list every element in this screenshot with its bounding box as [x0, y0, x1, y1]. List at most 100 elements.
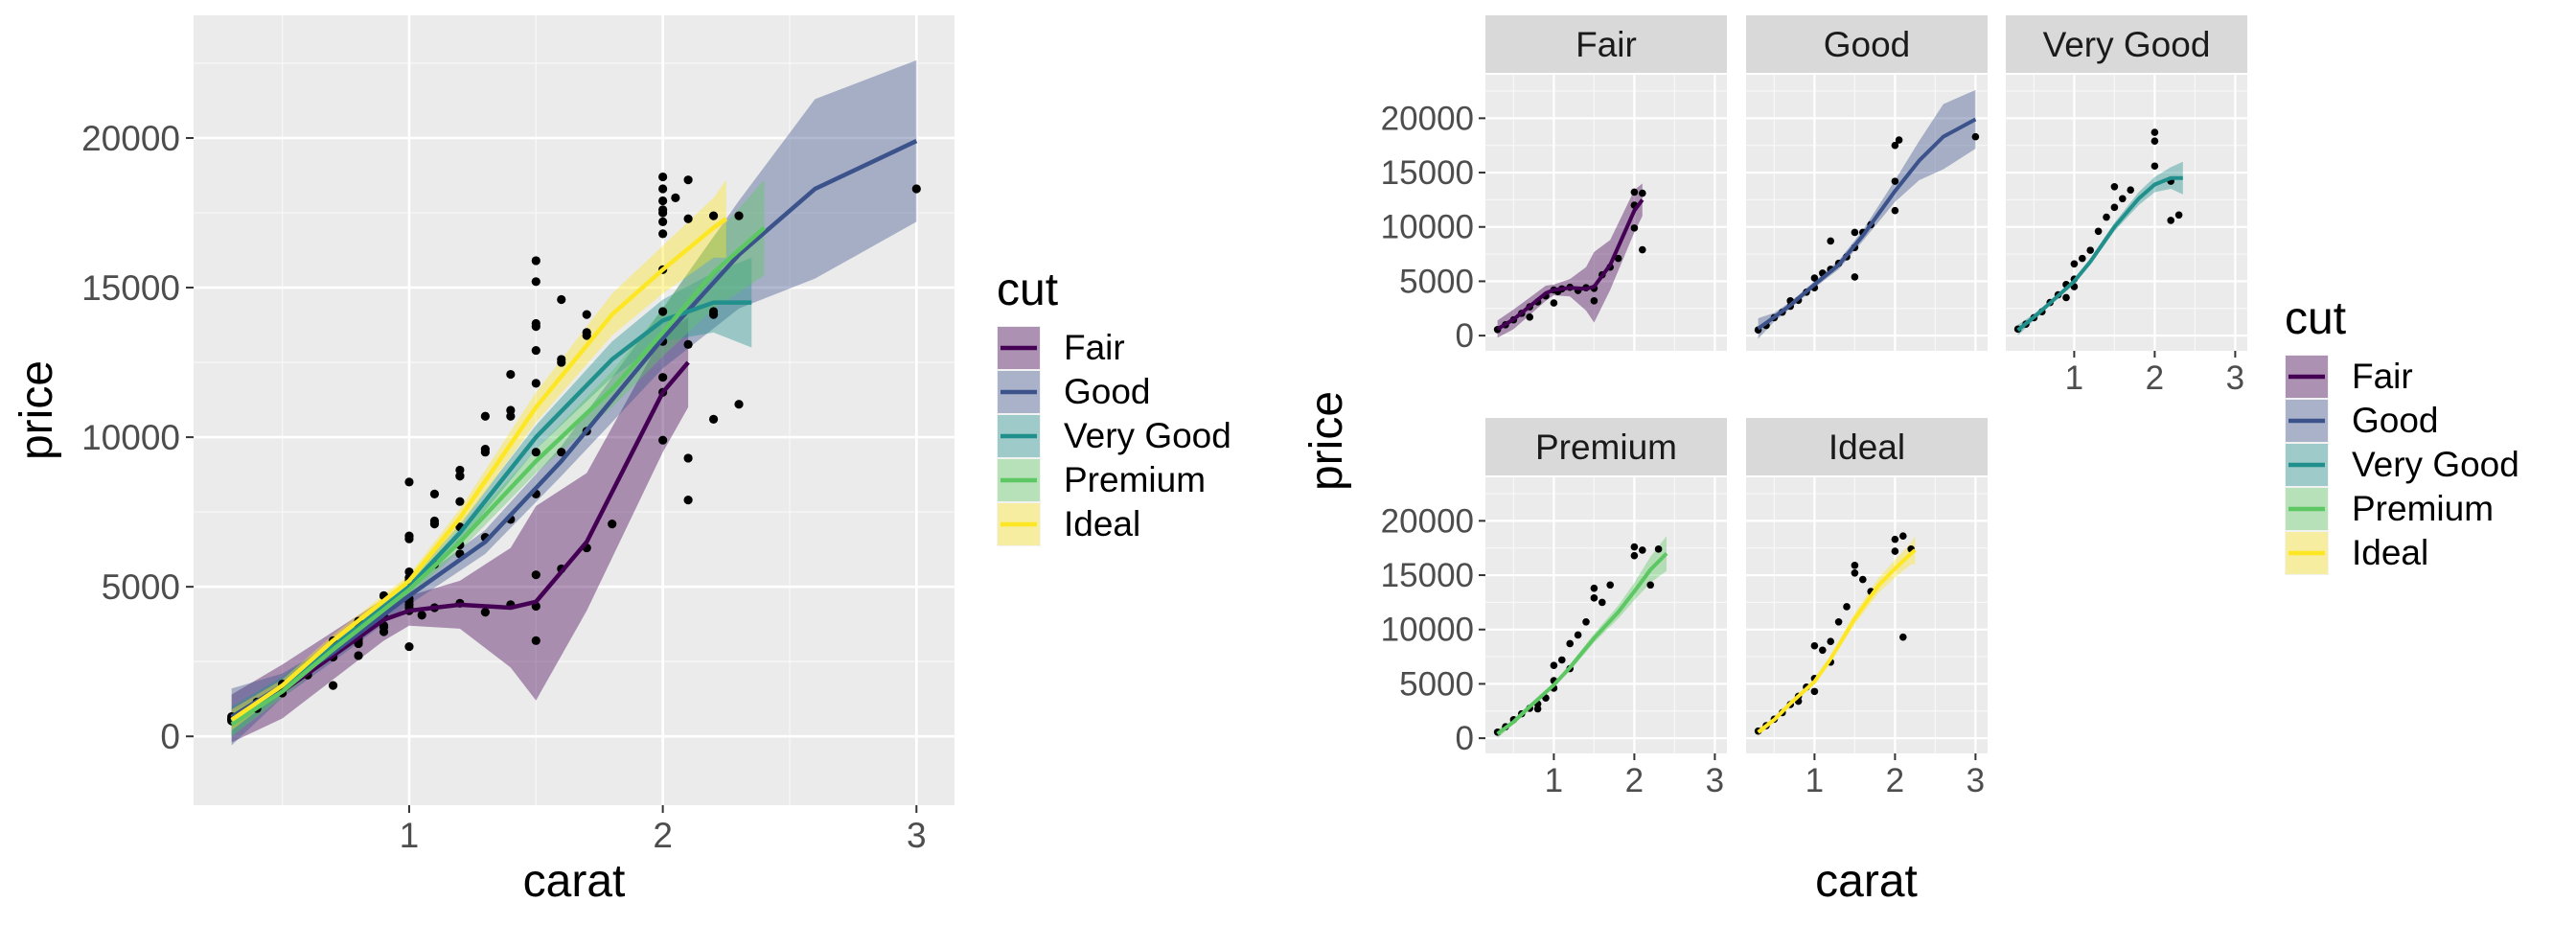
legend-label: Very Good — [2352, 445, 2519, 484]
data-point — [480, 608, 490, 617]
facet-panel-fair: Fair — [1485, 15, 1727, 351]
legend-label: Fair — [1064, 328, 1125, 367]
x-tick-label: 2 — [1625, 762, 1644, 799]
y-tick-label: 10000 — [1381, 209, 1474, 246]
data-point — [1550, 661, 1558, 669]
smooth-line — [1496, 198, 1644, 332]
data-point — [1639, 189, 1646, 197]
data-point — [658, 205, 668, 215]
smooth-line-fair — [230, 360, 690, 721]
data-point — [531, 318, 540, 329]
facet-strip-label: Fair — [1576, 25, 1637, 64]
smooth-line-ideal — [230, 217, 728, 722]
smooth-line — [1496, 551, 1668, 736]
data-point — [455, 465, 465, 475]
data-point — [557, 294, 566, 305]
x-tick-label: 1 — [2065, 359, 2083, 397]
y-tick-label: 5000 — [1399, 665, 1474, 703]
data-point — [1891, 177, 1899, 185]
facet-strip — [1485, 418, 1727, 475]
x-axis-title: carat — [523, 856, 626, 907]
data-point — [455, 497, 465, 506]
data-point — [1891, 206, 1899, 215]
data-point — [1895, 136, 1903, 144]
facet-strip — [1746, 418, 1988, 475]
x-tick-label: 1 — [1806, 762, 1824, 799]
x-tick-label: 1 — [400, 816, 420, 855]
data-point — [608, 520, 617, 529]
data-point — [658, 172, 668, 182]
legend-title: cut — [997, 265, 1058, 315]
data-point — [404, 567, 414, 577]
x-tick-label: 3 — [907, 816, 927, 855]
smooth-line — [2016, 175, 2183, 333]
data-point — [531, 448, 540, 457]
facet-strip-label: Good — [1824, 25, 1911, 64]
data-point — [557, 358, 566, 367]
facet-strip-label: Very Good — [2043, 25, 2211, 64]
data-point — [683, 496, 693, 505]
data-point — [658, 435, 668, 445]
ribbon-very-good — [231, 257, 752, 737]
data-point — [2110, 203, 2119, 212]
facet-strip — [1485, 15, 1727, 73]
data-point — [2150, 137, 2159, 145]
data-point — [658, 373, 668, 382]
x-tick-label: 2 — [2146, 359, 2164, 397]
facet-strip-label: Ideal — [1828, 428, 1905, 467]
facet-panel-premium: Premium — [1485, 418, 1727, 753]
data-point — [1827, 637, 1834, 646]
data-point — [429, 489, 440, 498]
data-point — [1558, 656, 1566, 664]
x-tick-label: 1 — [1545, 762, 1563, 799]
y-tick-label: 5000 — [102, 567, 180, 607]
data-point — [2062, 293, 2070, 302]
x-tick-label: 2 — [653, 816, 673, 855]
y-tick-label: 15000 — [81, 268, 180, 308]
data-point — [531, 345, 540, 356]
data-point — [506, 369, 516, 380]
panel-background — [1485, 477, 1727, 753]
data-point — [582, 310, 591, 319]
facet-strip-label: Premium — [1535, 428, 1677, 467]
data-point — [708, 414, 719, 424]
data-point — [658, 196, 668, 206]
facet-panel-good: Good — [1746, 15, 1988, 351]
y-tick-label: 20000 — [1381, 100, 1474, 137]
data-point — [1819, 646, 1827, 655]
data-point — [911, 184, 921, 194]
legend-label: Ideal — [2352, 533, 2428, 572]
data-point — [658, 307, 668, 316]
data-point — [683, 339, 693, 349]
y-axis-title: price — [12, 360, 62, 460]
data-point — [328, 681, 338, 690]
data-point — [429, 516, 440, 526]
x-tick-label: 3 — [1966, 762, 1985, 799]
legend-label: Good — [1064, 372, 1151, 411]
data-point — [531, 379, 540, 388]
data-point — [2127, 186, 2134, 194]
data-point — [531, 636, 540, 645]
data-point — [354, 651, 363, 660]
smooth-line — [1757, 117, 1977, 331]
data-point — [1851, 568, 1859, 577]
data-point — [1851, 273, 1859, 281]
data-point — [708, 211, 719, 220]
data-point — [658, 217, 668, 226]
data-point — [2086, 246, 2094, 254]
data-point — [658, 229, 668, 239]
data-point — [683, 453, 693, 463]
x-axis-title: carat — [1815, 856, 1918, 907]
data-point — [404, 531, 414, 541]
facet-strip — [1746, 15, 1988, 73]
data-point — [1827, 237, 1834, 245]
panel-background — [194, 15, 954, 805]
facet-panel-very-good: Very Good — [2006, 15, 2247, 351]
data-point — [1843, 603, 1851, 611]
data-point — [1590, 594, 1598, 602]
data-point — [1851, 228, 1859, 237]
data-point — [734, 400, 744, 409]
data-point — [1639, 546, 1646, 554]
